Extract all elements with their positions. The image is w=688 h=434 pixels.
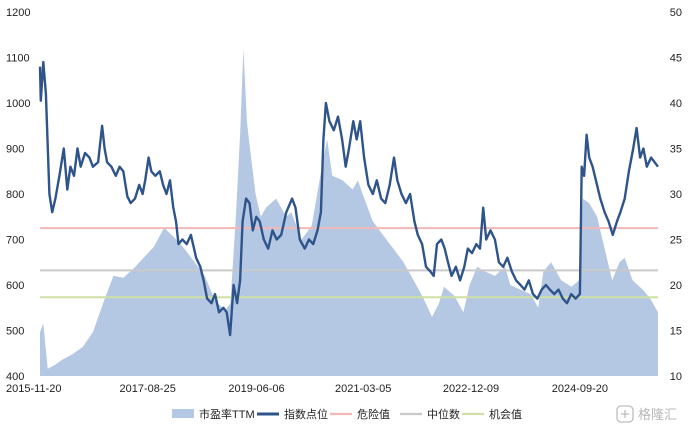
x-axis-tick-label: 2015-11-20 <box>6 383 61 395</box>
reference-lines-layer <box>40 227 658 299</box>
pe-ttm-area <box>40 48 658 377</box>
legend-label: 机会值 <box>489 407 522 421</box>
watermark-text: 格隆汇 <box>638 407 677 422</box>
legend-label: 中位数 <box>427 407 460 421</box>
left-axis-tick-label: 600 <box>6 280 24 292</box>
legend: 市盈率TTM 指数点位 危险值 中位数 机会值 <box>172 407 522 421</box>
right-axis-tick-label: 25 <box>670 235 682 247</box>
right-axis-tick-label: 50 <box>670 7 682 19</box>
index-line-layer <box>38 60 659 337</box>
right-axis-tick-label: 10 <box>670 371 682 383</box>
legend-label: 危险值 <box>357 407 390 421</box>
right-axis-tick-label: 30 <box>670 189 682 201</box>
right-axis-tick-label: 20 <box>670 280 682 292</box>
x-axis-tick-label: 2022-12-09 <box>443 383 499 395</box>
right-axis-tick-label: 15 <box>670 326 682 338</box>
legend-swatch <box>172 409 194 418</box>
right-axis-ticks: 10 15 20 25 30 35 40 45 50 <box>670 7 682 383</box>
left-axis-tick-label: 900 <box>6 144 24 156</box>
x-axis-tick-label: 2017-08-25 <box>120 383 176 395</box>
legend-label: 市盈率TTM <box>199 407 255 421</box>
left-axis-tick-label: 800 <box>6 189 24 201</box>
x-axis-ticks: 2015-11-20 2017-08-25 2019-06-06 2021-03-05… <box>6 383 608 395</box>
left-axis-tick-label: 700 <box>6 235 24 247</box>
left-axis-tick-label: 1000 <box>6 98 30 110</box>
right-axis-tick-label: 35 <box>670 144 682 156</box>
x-axis-tick-label: 2019-06-06 <box>228 383 284 395</box>
x-axis-tick-label: 2021-03-05 <box>335 383 391 395</box>
legend-label: 指数点位 <box>284 407 328 421</box>
left-axis-tick-label: 400 <box>6 371 24 383</box>
pe-ttm-area-layer <box>40 48 658 377</box>
left-axis-tick-label: 500 <box>6 326 24 338</box>
watermark-logo-icon <box>616 405 634 423</box>
right-axis-tick-label: 40 <box>670 98 682 110</box>
watermark: 格隆汇 <box>616 405 677 423</box>
left-axis-ticks: 400 500 600 700 800 900 1000 1100 1200 <box>6 7 30 383</box>
left-axis-tick-label: 1200 <box>6 7 30 19</box>
right-axis-tick-label: 45 <box>670 53 682 65</box>
x-axis-tick-label: 2024-09-20 <box>552 383 608 395</box>
index-level-line <box>38 60 659 337</box>
left-axis-tick-label: 1100 <box>6 53 30 65</box>
